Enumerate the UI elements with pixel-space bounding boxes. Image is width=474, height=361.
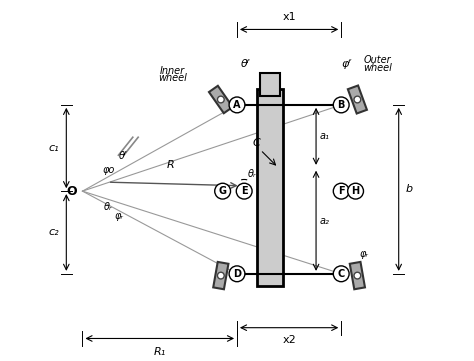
- Text: E: E: [241, 186, 247, 196]
- Circle shape: [354, 96, 361, 103]
- Text: R₁: R₁: [154, 347, 166, 357]
- Circle shape: [215, 183, 230, 199]
- Circle shape: [347, 183, 364, 199]
- Text: φᴏ: φᴏ: [102, 165, 115, 175]
- Circle shape: [333, 97, 349, 113]
- Circle shape: [333, 266, 349, 282]
- Text: c₂: c₂: [48, 227, 59, 238]
- Text: φᵣ: φᵣ: [359, 249, 368, 260]
- Text: Inner: Inner: [160, 66, 185, 76]
- Text: a₁: a₁: [319, 131, 329, 142]
- Circle shape: [229, 266, 245, 282]
- Text: C: C: [337, 269, 345, 279]
- Circle shape: [236, 183, 252, 199]
- Polygon shape: [260, 73, 281, 96]
- Text: θᶠ: θᶠ: [241, 59, 251, 69]
- Polygon shape: [213, 262, 228, 289]
- Polygon shape: [350, 262, 365, 289]
- Text: H: H: [352, 186, 360, 196]
- Text: θᶠ: θᶠ: [118, 151, 128, 161]
- Text: φᵣ: φᵣ: [115, 211, 124, 221]
- Text: D: D: [233, 269, 241, 279]
- Circle shape: [333, 183, 349, 199]
- Text: φᶠ: φᶠ: [341, 59, 352, 69]
- Text: b: b: [406, 184, 413, 194]
- Polygon shape: [348, 86, 367, 113]
- Text: a₂: a₂: [319, 216, 329, 226]
- Text: c₁: c₁: [48, 143, 59, 153]
- Text: wheel: wheel: [363, 62, 392, 73]
- Text: R: R: [167, 160, 174, 170]
- Circle shape: [218, 272, 224, 279]
- Text: C: C: [253, 138, 261, 148]
- Circle shape: [354, 272, 361, 279]
- Text: O: O: [66, 184, 77, 197]
- Text: θᵣ: θᵣ: [104, 202, 112, 212]
- Text: θᵣ: θᵣ: [248, 169, 256, 179]
- Text: F: F: [338, 186, 345, 196]
- Circle shape: [218, 96, 224, 103]
- Text: Outer: Outer: [364, 55, 391, 65]
- Polygon shape: [209, 86, 233, 113]
- Text: wheel: wheel: [158, 73, 187, 83]
- Circle shape: [229, 97, 245, 113]
- Text: B: B: [337, 100, 345, 110]
- Text: A: A: [233, 100, 241, 110]
- Text: x2: x2: [282, 335, 296, 345]
- Text: x1: x1: [283, 12, 296, 22]
- Polygon shape: [257, 89, 283, 286]
- Text: G: G: [219, 186, 227, 196]
